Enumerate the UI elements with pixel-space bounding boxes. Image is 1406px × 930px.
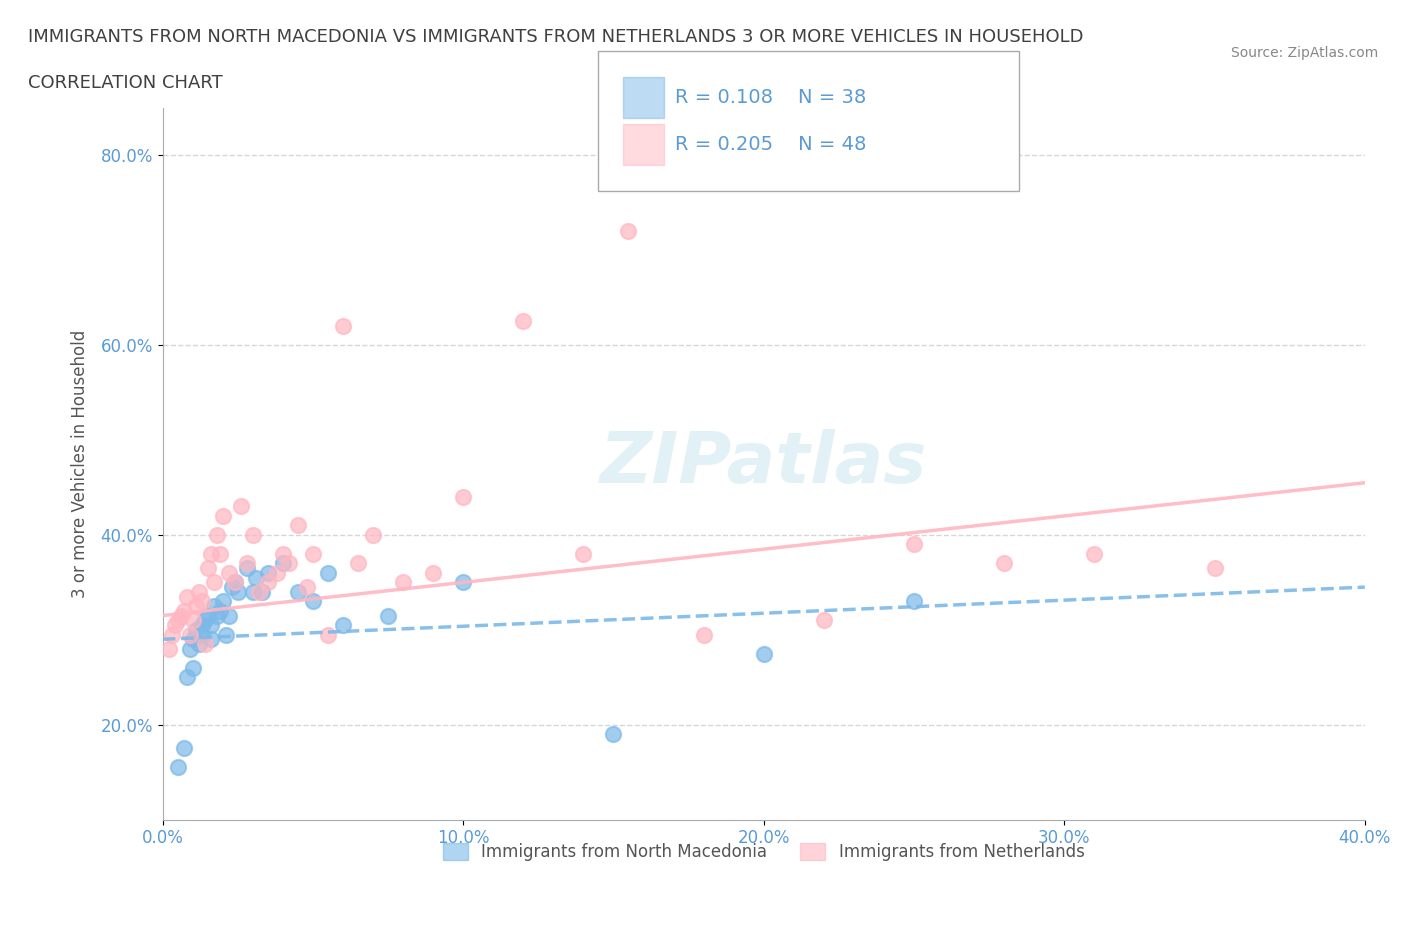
Point: [173, 604, 195, 618]
Point: [256, 575, 278, 590]
Point: [190, 618, 212, 632]
Point: [179, 642, 201, 657]
Point: [451, 575, 474, 590]
Point: [176, 670, 198, 684]
Legend: Immigrants from North Macedonia, Immigrants from Netherlands: Immigrants from North Macedonia, Immigra…: [436, 837, 1091, 868]
Point: [200, 547, 222, 562]
Point: [245, 570, 267, 585]
Point: [218, 565, 240, 580]
Point: [813, 613, 835, 628]
Point: [247, 584, 270, 599]
Point: [190, 594, 212, 609]
Point: [202, 575, 225, 590]
Point: [218, 608, 240, 623]
Point: [332, 319, 354, 334]
Point: [208, 547, 231, 562]
Point: [993, 556, 1015, 571]
Point: [235, 556, 257, 571]
Point: [194, 613, 217, 628]
Point: [302, 594, 325, 609]
Point: [287, 518, 309, 533]
Point: [1204, 561, 1226, 576]
Point: [271, 547, 294, 562]
Text: CORRELATION CHART: CORRELATION CHART: [28, 74, 224, 92]
Text: IMMIGRANTS FROM NORTH MACEDONIA VS IMMIGRANTS FROM NETHERLANDS 3 OR MORE VEHICLE: IMMIGRANTS FROM NORTH MACEDONIA VS IMMIG…: [28, 28, 1084, 46]
Text: R = 0.205    N = 48: R = 0.205 N = 48: [675, 135, 866, 153]
Point: [235, 561, 257, 576]
Point: [256, 565, 278, 580]
Point: [179, 627, 201, 642]
Point: [166, 760, 188, 775]
Point: [202, 599, 225, 614]
Point: [184, 599, 207, 614]
Point: [572, 547, 595, 562]
Point: [903, 537, 925, 551]
Point: [194, 637, 217, 652]
Point: [266, 565, 288, 580]
Y-axis label: 3 or more Vehicles in Household: 3 or more Vehicles in Household: [72, 329, 89, 598]
Point: [692, 627, 714, 642]
Point: [181, 660, 204, 675]
Point: [166, 613, 188, 628]
Point: [169, 608, 191, 623]
Point: [512, 314, 534, 329]
Point: [316, 627, 339, 642]
Point: [184, 622, 207, 637]
Point: [226, 584, 249, 599]
Point: [200, 631, 222, 646]
Point: [451, 489, 474, 504]
Point: [1083, 547, 1105, 562]
Point: [181, 613, 204, 628]
Point: [160, 627, 183, 642]
Point: [211, 509, 233, 524]
Point: [422, 565, 444, 580]
Point: [287, 584, 309, 599]
Point: [224, 575, 246, 590]
Point: [617, 224, 640, 239]
Point: [200, 618, 222, 632]
Point: [221, 579, 243, 594]
Point: [277, 556, 299, 571]
Point: [302, 547, 325, 562]
Point: [295, 579, 318, 594]
Point: [163, 618, 186, 632]
Point: [190, 627, 212, 642]
Point: [181, 631, 204, 646]
Point: [224, 575, 246, 590]
Point: [242, 584, 264, 599]
Text: R = 0.108    N = 38: R = 0.108 N = 38: [675, 88, 866, 107]
Point: [208, 604, 231, 618]
Point: [176, 589, 198, 604]
Point: [332, 618, 354, 632]
Point: [157, 642, 180, 657]
Point: [187, 637, 209, 652]
Point: [229, 499, 252, 514]
Point: [392, 575, 415, 590]
Point: [187, 584, 209, 599]
Point: [211, 594, 233, 609]
Point: [205, 608, 228, 623]
Point: [361, 527, 384, 542]
Point: [377, 608, 399, 623]
Point: [173, 741, 195, 756]
Point: [215, 627, 238, 642]
Point: [271, 556, 294, 571]
Point: [316, 565, 339, 580]
Point: [242, 527, 264, 542]
Text: ZIPatlas: ZIPatlas: [600, 430, 928, 498]
Point: [205, 527, 228, 542]
Point: [347, 556, 370, 571]
Point: [903, 594, 925, 609]
Point: [197, 561, 219, 576]
Point: [197, 608, 219, 623]
Point: [250, 584, 273, 599]
Point: [602, 726, 624, 741]
Text: Source: ZipAtlas.com: Source: ZipAtlas.com: [1230, 46, 1378, 60]
Point: [752, 646, 775, 661]
